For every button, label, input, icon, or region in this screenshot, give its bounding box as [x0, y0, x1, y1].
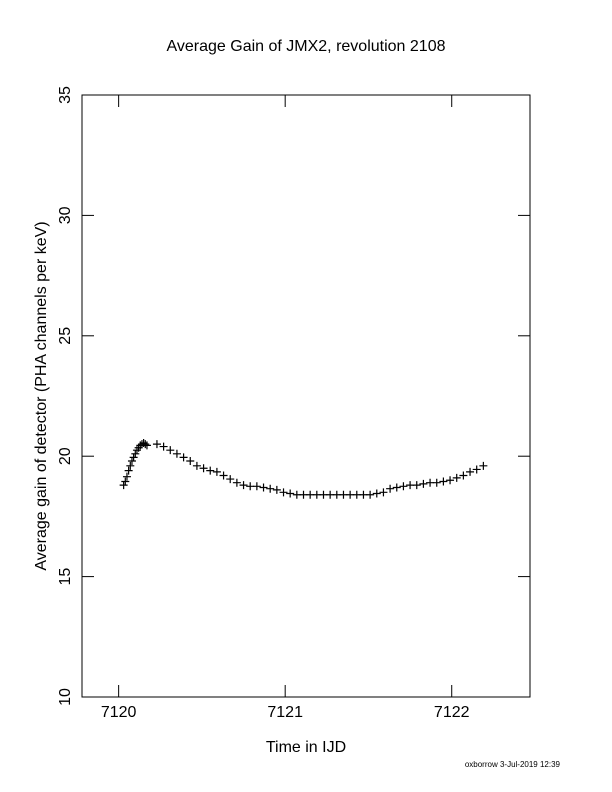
data-point — [199, 464, 208, 473]
y-tick-label: 35 — [57, 86, 74, 104]
data-point — [226, 475, 235, 484]
data-point — [232, 478, 241, 487]
data-point — [129, 453, 138, 462]
data-point — [141, 440, 150, 449]
data-point — [186, 457, 195, 466]
data-point — [452, 473, 461, 482]
data-point — [119, 481, 128, 490]
data-point — [412, 481, 421, 490]
data-point — [472, 465, 481, 474]
data-point — [152, 440, 161, 449]
data-point — [166, 446, 175, 455]
y-tick-label: 10 — [57, 688, 74, 706]
plot-frame — [81, 94, 531, 698]
data-point — [127, 457, 136, 466]
y-tick-label: 20 — [57, 447, 74, 465]
data-point — [126, 461, 135, 470]
x-tick-label: 7120 — [101, 704, 137, 721]
data-point — [159, 442, 168, 451]
data-point — [459, 471, 468, 480]
data-point — [212, 467, 221, 476]
data-point — [286, 489, 295, 498]
x-tick-label: 7122 — [434, 704, 470, 721]
data-point — [386, 484, 395, 493]
data-point — [172, 449, 181, 458]
data-point — [206, 466, 215, 475]
data-point — [272, 485, 281, 494]
data-point — [466, 467, 475, 476]
y-tick-label: 25 — [57, 327, 74, 345]
data-point — [392, 483, 401, 492]
data-point — [446, 476, 455, 485]
data-point — [372, 489, 381, 498]
y-tick-label: 15 — [57, 568, 74, 586]
footer: oxborrow 3-Jul-2019 12:39 — [465, 760, 561, 769]
data-point — [366, 490, 375, 499]
data-point — [419, 479, 428, 488]
data-point — [142, 441, 151, 450]
data-point — [479, 461, 488, 470]
data-point — [279, 488, 288, 497]
y-axis-label: Average gain of detector (PHA channels p… — [33, 221, 50, 570]
data-point — [122, 472, 131, 481]
x-axis-label: Time in IJD — [266, 739, 346, 756]
data-point — [379, 488, 388, 497]
data-point — [192, 461, 201, 470]
data-point — [179, 453, 188, 462]
data-point — [219, 471, 228, 480]
data-point — [399, 482, 408, 491]
data-point — [266, 484, 275, 493]
data-point — [239, 481, 248, 490]
data-point — [131, 449, 140, 458]
data-point — [259, 483, 268, 492]
data-point — [432, 478, 441, 487]
data-point — [124, 466, 133, 475]
y-tick-label: 30 — [57, 206, 74, 224]
x-tick-label: 7121 — [267, 704, 303, 721]
data-point — [252, 482, 261, 491]
data-point — [121, 477, 130, 486]
chart-title: Average Gain of JMX2, revolution 2108 — [167, 38, 446, 55]
data-point — [439, 477, 448, 486]
